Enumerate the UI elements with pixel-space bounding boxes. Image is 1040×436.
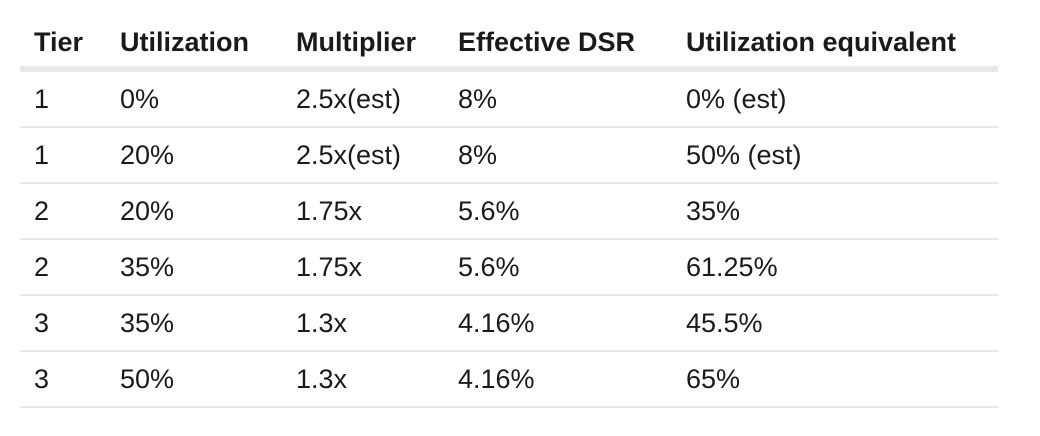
cell-tier: 1 — [20, 69, 106, 128]
cell-effective-dsr: 4.16% — [444, 295, 672, 352]
cell-multiplier: 2.5x(est) — [282, 69, 444, 128]
cell-utilization: 50% — [106, 351, 282, 408]
cell-tier: 2 — [20, 239, 106, 296]
cell-tier: 3 — [20, 351, 106, 408]
header-utilization-equivalent: Utilization equivalent — [672, 18, 998, 72]
cell-utilization-equivalent: 65% — [672, 351, 998, 408]
table-row: 2 20% 1.75x 5.6% 35% — [20, 183, 998, 240]
header-row: Tier Utilization Multiplier Effective DS… — [20, 18, 998, 72]
header-effective-dsr: Effective DSR — [444, 18, 672, 72]
cell-multiplier: 1.75x — [282, 183, 444, 240]
table-row: 1 0% 2.5x(est) 8% 0% (est) — [20, 69, 998, 128]
cell-utilization-equivalent: 61.25% — [672, 239, 998, 296]
cell-tier: 1 — [20, 127, 106, 184]
cell-multiplier: 1.75x — [282, 239, 444, 296]
table-row: 1 20% 2.5x(est) 8% 50% (est) — [20, 127, 998, 184]
table-row: 2 35% 1.75x 5.6% 61.25% — [20, 239, 998, 296]
header-utilization: Utilization — [106, 18, 282, 72]
cell-multiplier: 2.5x(est) — [282, 127, 444, 184]
cell-effective-dsr: 5.6% — [444, 239, 672, 296]
cell-utilization: 35% — [106, 239, 282, 296]
tier-table-container: Tier Utilization Multiplier Effective DS… — [20, 18, 998, 408]
table-header: Tier Utilization Multiplier Effective DS… — [20, 18, 998, 72]
cell-utilization-equivalent: 50% (est) — [672, 127, 998, 184]
table-row: 3 50% 1.3x 4.16% 65% — [20, 351, 998, 408]
cell-tier: 3 — [20, 295, 106, 352]
cell-utilization: 0% — [106, 69, 282, 128]
table-body: 1 0% 2.5x(est) 8% 0% (est) 1 20% 2.5x(es… — [20, 69, 998, 408]
header-tier: Tier — [20, 18, 106, 72]
tier-table: Tier Utilization Multiplier Effective DS… — [20, 18, 998, 408]
cell-effective-dsr: 4.16% — [444, 351, 672, 408]
cell-effective-dsr: 5.6% — [444, 183, 672, 240]
cell-utilization: 20% — [106, 183, 282, 240]
cell-effective-dsr: 8% — [444, 69, 672, 128]
cell-effective-dsr: 8% — [444, 127, 672, 184]
cell-tier: 2 — [20, 183, 106, 240]
cell-utilization-equivalent: 45.5% — [672, 295, 998, 352]
header-multiplier: Multiplier — [282, 18, 444, 72]
table-row: 3 35% 1.3x 4.16% 45.5% — [20, 295, 998, 352]
cell-utilization-equivalent: 0% (est) — [672, 69, 998, 128]
cell-utilization: 20% — [106, 127, 282, 184]
cell-multiplier: 1.3x — [282, 295, 444, 352]
cell-multiplier: 1.3x — [282, 351, 444, 408]
cell-utilization-equivalent: 35% — [672, 183, 998, 240]
cell-utilization: 35% — [106, 295, 282, 352]
